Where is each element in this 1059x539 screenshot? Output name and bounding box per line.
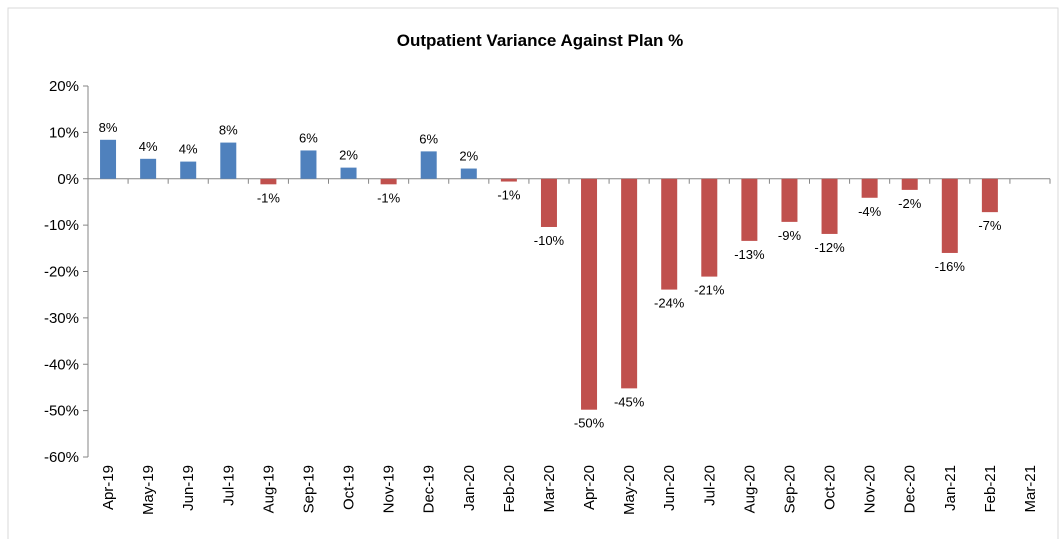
bar — [380, 178, 397, 185]
bar — [180, 161, 197, 179]
bar — [260, 178, 277, 185]
value-label: 8% — [99, 120, 118, 135]
chart-border — [7, 7, 1059, 539]
bar — [821, 178, 838, 234]
bar — [460, 168, 477, 179]
x-tick-label: Aug-19 — [260, 465, 277, 513]
chart-title: Outpatient Variance Against Plan % — [397, 31, 684, 50]
value-label: -1% — [257, 190, 281, 205]
x-tick-label: Mar-20 — [541, 465, 558, 513]
x-tick-label: May-20 — [621, 465, 638, 515]
x-tick-label: Apr-19 — [100, 465, 117, 510]
value-label: -7% — [978, 218, 1002, 233]
value-label: -16% — [935, 259, 966, 274]
x-tick-label: Jun-20 — [661, 465, 678, 511]
value-label: -1% — [497, 188, 521, 203]
bar — [701, 178, 718, 277]
y-tick-label: 20% — [49, 78, 79, 95]
value-label: 2% — [339, 148, 358, 163]
x-tick-label: Nov-19 — [381, 465, 398, 513]
bar — [661, 178, 678, 290]
value-label: -2% — [898, 196, 922, 211]
x-tick-label: Apr-20 — [581, 465, 598, 510]
value-label: -4% — [858, 204, 882, 219]
x-tick-label: Oct-20 — [822, 465, 839, 510]
bar — [981, 178, 998, 213]
x-tick-label: Dec-19 — [421, 465, 438, 513]
x-tick-label: Jan-21 — [942, 465, 959, 511]
x-tick-label: Nov-20 — [862, 465, 879, 513]
bar — [420, 151, 437, 179]
value-label: -24% — [654, 296, 685, 311]
x-tick-label: Jun-19 — [180, 465, 197, 511]
value-label: -12% — [814, 240, 845, 255]
x-tick-label: Jul-20 — [701, 465, 718, 506]
bar — [500, 178, 517, 182]
bar — [781, 178, 798, 222]
bar — [901, 178, 918, 190]
y-tick-label: -20% — [44, 264, 79, 281]
bar — [100, 139, 117, 179]
y-tick-label: 0% — [57, 171, 79, 188]
bar — [861, 178, 878, 198]
value-label: 4% — [179, 142, 198, 157]
x-tick-label: May-19 — [140, 465, 157, 515]
x-tick-label: Feb-20 — [501, 465, 518, 513]
y-tick-label: -30% — [44, 310, 79, 327]
bar — [540, 178, 557, 227]
value-label: 4% — [139, 139, 158, 154]
bar — [140, 158, 157, 179]
bar — [300, 150, 317, 179]
x-tick-label: Feb-21 — [982, 465, 999, 513]
y-tick-label: -10% — [44, 217, 79, 234]
x-tick-label: Sep-20 — [781, 465, 798, 513]
bar — [581, 178, 598, 410]
y-tick-label: -40% — [44, 356, 79, 373]
value-label: -45% — [614, 394, 645, 409]
x-tick-label: Sep-19 — [300, 465, 317, 513]
y-tick-label: 10% — [49, 124, 79, 141]
value-label: 2% — [459, 149, 478, 164]
x-tick-label: Aug-20 — [741, 465, 758, 513]
x-tick-label: Oct-19 — [341, 465, 358, 510]
value-label: -13% — [734, 247, 765, 262]
bar — [941, 178, 958, 253]
value-label: -50% — [574, 416, 605, 431]
y-tick-label: -60% — [44, 449, 79, 466]
bar — [220, 142, 237, 179]
value-label: -10% — [534, 233, 565, 248]
value-label: 8% — [219, 123, 238, 138]
x-tick-label: Dec-20 — [902, 465, 919, 513]
x-tick-label: Jan-20 — [461, 465, 478, 511]
value-label: -21% — [694, 283, 725, 298]
bar — [741, 178, 758, 241]
x-tick-label: Jul-19 — [220, 465, 237, 506]
value-label: -9% — [778, 228, 802, 243]
value-label: -1% — [377, 190, 401, 205]
value-label: 6% — [419, 131, 438, 146]
bar — [340, 167, 357, 179]
value-label: 6% — [299, 130, 318, 145]
bar — [621, 178, 638, 389]
x-tick-label: Mar-21 — [1022, 465, 1039, 513]
y-tick-label: -50% — [44, 403, 79, 420]
